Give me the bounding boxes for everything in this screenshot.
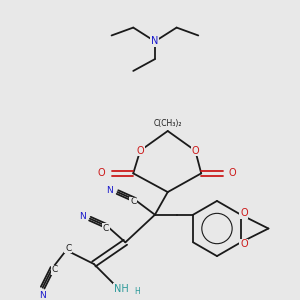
Text: O: O bbox=[240, 208, 247, 218]
Text: N: N bbox=[151, 36, 159, 46]
Text: C(CH₃)₂: C(CH₃)₂ bbox=[154, 118, 182, 127]
Text: O: O bbox=[191, 146, 199, 156]
Text: O: O bbox=[98, 168, 106, 178]
Text: NH: NH bbox=[114, 284, 129, 294]
Text: C: C bbox=[130, 197, 136, 206]
Text: H: H bbox=[134, 287, 140, 296]
Text: C: C bbox=[103, 224, 109, 233]
Text: O: O bbox=[136, 146, 144, 156]
Text: C: C bbox=[65, 244, 71, 253]
Text: N: N bbox=[39, 291, 46, 300]
Text: O: O bbox=[229, 168, 237, 178]
Text: O: O bbox=[240, 239, 247, 249]
Text: N: N bbox=[79, 212, 86, 221]
Text: N: N bbox=[106, 186, 113, 195]
Text: C: C bbox=[51, 266, 58, 274]
